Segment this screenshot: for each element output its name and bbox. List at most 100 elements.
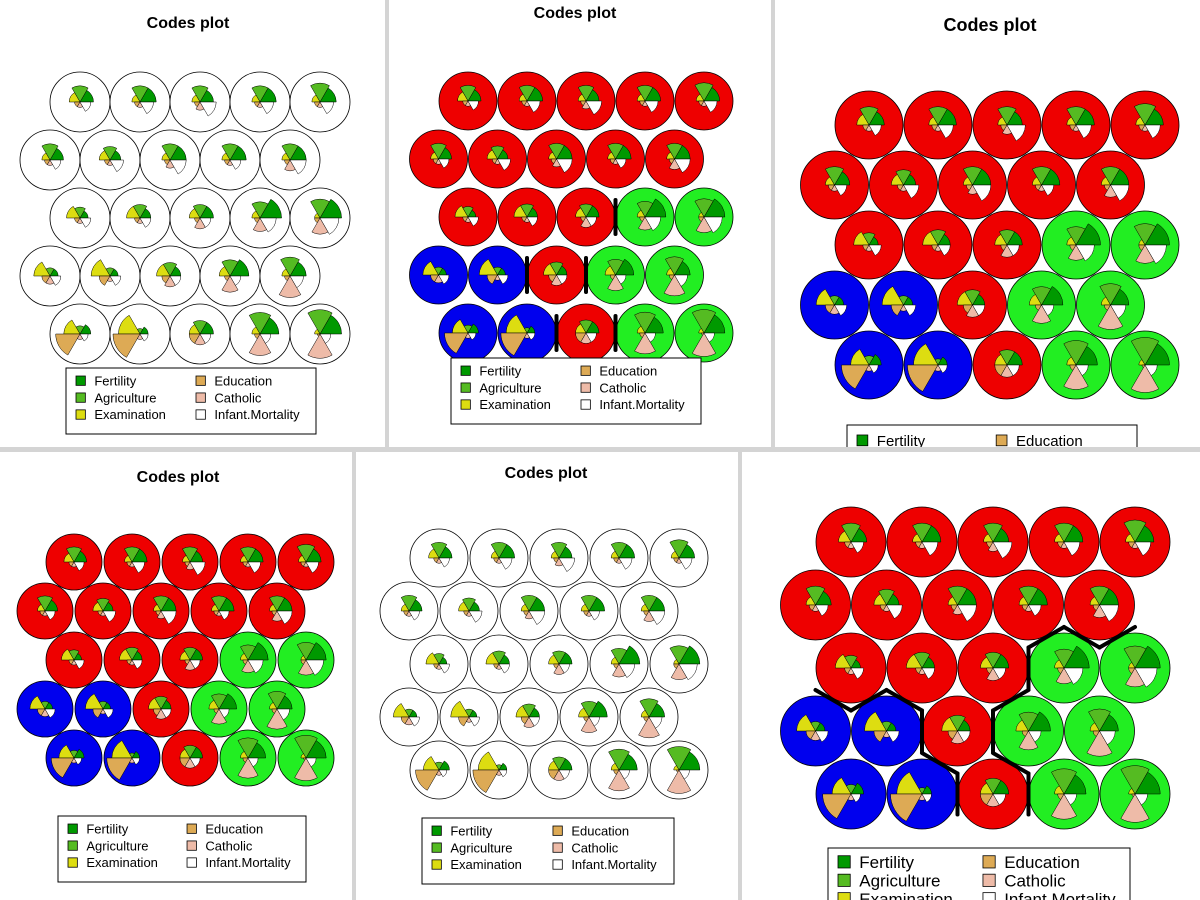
som-unit — [219, 533, 277, 591]
code-segment — [578, 707, 590, 718]
code-segment — [44, 708, 56, 719]
som-unit — [45, 631, 103, 689]
chart-title: Codes plot — [505, 465, 588, 482]
som-unit — [615, 303, 675, 363]
som-unit — [922, 695, 993, 767]
som-unit — [674, 187, 734, 247]
code-segment — [458, 716, 470, 727]
som-unit — [886, 758, 958, 830]
code-segment — [1054, 522, 1074, 543]
som-unit — [109, 303, 171, 365]
code-segment — [520, 603, 530, 612]
code-segment — [131, 94, 141, 103]
code-segment — [841, 522, 861, 543]
code-segment — [124, 546, 140, 563]
code-segment — [298, 555, 307, 563]
legend-label: Examination — [479, 397, 551, 412]
code-segment — [983, 522, 1003, 543]
code-segment — [984, 778, 1002, 795]
code-segment — [66, 546, 82, 563]
code-segment — [126, 205, 141, 219]
som-unit — [139, 245, 201, 307]
som-unit — [199, 129, 261, 191]
som-unit — [972, 330, 1042, 400]
code-segment — [131, 757, 140, 765]
code-segment — [1066, 116, 1077, 126]
codes-plot-panel-4: Codes plot Fertility Agriculture Examinatio… — [0, 452, 352, 900]
code-segment — [457, 91, 469, 102]
code-segment — [33, 261, 51, 277]
legend-label: Fertility — [94, 373, 136, 388]
code-segment — [579, 319, 593, 334]
som-unit — [957, 506, 1029, 578]
code-segment — [528, 610, 545, 625]
code-segment — [92, 601, 104, 612]
som-unit — [19, 129, 81, 191]
som-unit — [469, 528, 529, 588]
legend-label: Fertility — [450, 823, 492, 838]
code-segment — [577, 93, 587, 102]
code-segment — [691, 309, 717, 334]
cluster-boundary — [991, 688, 1031, 713]
code-segment — [459, 85, 477, 102]
code-segment — [895, 169, 912, 186]
legend-label: Education — [599, 363, 657, 378]
code-segment — [189, 659, 201, 670]
legend-label: Education — [214, 373, 272, 388]
code-segment — [79, 101, 92, 112]
code-segment — [486, 149, 498, 160]
code-segment — [49, 159, 62, 170]
code-segment — [580, 603, 590, 612]
code-segment — [218, 266, 231, 277]
code-segment — [85, 693, 104, 710]
code-segment — [579, 203, 593, 218]
som-unit — [815, 758, 887, 830]
som-unit — [615, 187, 675, 247]
code-segment — [269, 595, 285, 612]
codes-plot-svg: Codes plotFertilityAgricultureExaminatio… — [16, 469, 335, 883]
code-segment — [92, 708, 104, 719]
som-unit — [497, 303, 557, 363]
legend: Fertility Agriculture Examination Education… — [65, 367, 317, 435]
code-segment — [1018, 596, 1029, 606]
code-segment — [1006, 244, 1020, 256]
code-segment — [937, 124, 954, 139]
cluster-boundary — [1062, 625, 1102, 650]
code-segment — [55, 333, 81, 356]
code-segment — [229, 259, 250, 277]
som-unit — [109, 71, 171, 133]
code-segment — [972, 304, 985, 316]
code-segment — [156, 263, 171, 277]
legend-label: Infant.Mortality — [205, 855, 291, 870]
code-segment — [984, 652, 1002, 669]
code-segment — [1134, 645, 1161, 669]
code-segment — [467, 216, 479, 227]
code-segment — [192, 320, 208, 335]
code-segment — [1063, 793, 1077, 806]
code-segment — [610, 656, 620, 665]
code-segment — [112, 333, 141, 358]
som-unit — [49, 71, 111, 133]
som-unit — [49, 303, 111, 365]
code-segment — [618, 557, 633, 570]
code-segment — [956, 291, 973, 306]
code-segment — [853, 231, 870, 246]
som-unit — [1076, 150, 1145, 220]
code-segment — [44, 610, 56, 621]
legend: Fertility Agriculture Examination Education… — [421, 817, 675, 885]
codes-plot-svg: Codes plotFertilityAgricultureExaminatio… — [800, 15, 1180, 447]
code-segment — [415, 769, 440, 791]
code-segment — [199, 217, 212, 228]
codes-plot-panel-1: Codes plot Fertility Agriculture Examinatio… — [0, 0, 385, 447]
som-unit — [1076, 270, 1145, 340]
code-segment — [1099, 283, 1122, 306]
code-segment — [694, 198, 714, 218]
code-segment — [251, 210, 261, 219]
code-segment — [850, 793, 861, 803]
legend-label: Examination — [859, 890, 953, 900]
code-segment — [1031, 166, 1052, 186]
cluster-boundary — [991, 751, 1031, 776]
code-segment — [663, 274, 686, 297]
code-segment — [666, 267, 675, 276]
code-segment — [868, 364, 879, 374]
